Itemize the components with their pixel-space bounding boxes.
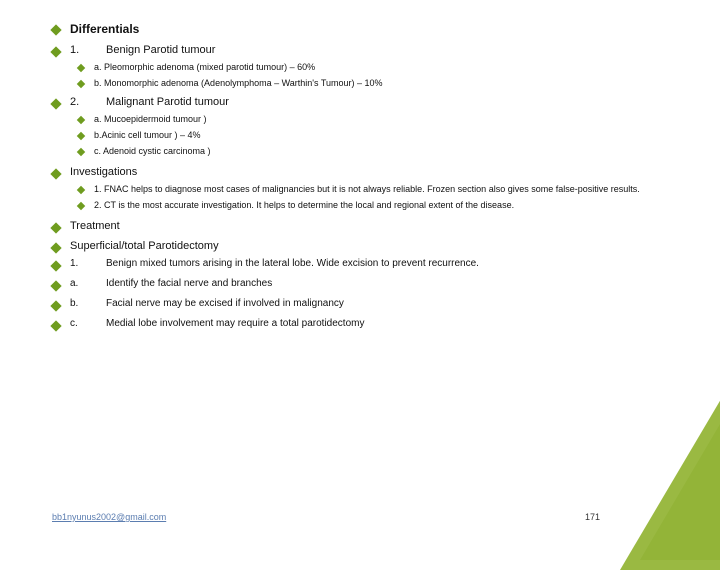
- diamond-bullet-icon: [77, 132, 85, 140]
- diamond-bullet-icon: [50, 320, 61, 331]
- line-number: c.: [70, 318, 102, 329]
- line-number: 1.: [70, 258, 102, 269]
- heading-treatment: Treatment: [52, 220, 690, 232]
- subitem-text: 1. FNAC helps to diagnose most cases of …: [94, 184, 640, 194]
- item-number: 1.: [70, 44, 102, 56]
- subitem: 1. FNAC helps to diagnose most cases of …: [78, 184, 690, 194]
- subitem-text: c. Adenoid cystic carcinoma ): [94, 146, 211, 156]
- subitem-text: a. Mucoepidermoid tumour ): [94, 114, 207, 124]
- subitem-text: a. Pleomorphic adenoma (mixed parotid tu…: [94, 62, 315, 72]
- line-text: Identify the facial nerve and branches: [106, 278, 272, 289]
- heading-text: Treatment: [70, 220, 120, 232]
- line-text: Benign mixed tumors arising in the later…: [106, 258, 479, 269]
- subitem-text: 2. CT is the most accurate investigation…: [94, 200, 514, 210]
- subitem: a. Mucoepidermoid tumour ): [78, 114, 690, 124]
- diamond-bullet-icon: [77, 80, 85, 88]
- subitem: b.Acinic cell tumour ) – 4%: [78, 130, 690, 140]
- item-label: Malignant Parotid tumour: [106, 96, 229, 108]
- diamond-bullet-icon: [77, 64, 85, 72]
- tx-line: c. Medial lobe involvement may require a…: [52, 318, 690, 330]
- subitem: b. Monomorphic adenoma (Adenolymphoma – …: [78, 78, 690, 88]
- subitem: a. Pleomorphic adenoma (mixed parotid tu…: [78, 62, 690, 72]
- heading-investigations: Investigations: [52, 166, 690, 178]
- line-number: a.: [70, 278, 102, 289]
- diamond-bullet-icon: [50, 24, 61, 35]
- footer-email[interactable]: bb1nyunus2002@gmail.com: [52, 512, 166, 522]
- heading-text: Superficial/total Parotidectomy: [70, 240, 219, 252]
- item-malignant: 2. Malignant Parotid tumour: [52, 96, 690, 108]
- heading-text: Investigations: [70, 166, 137, 178]
- tx-line: 1. Benign mixed tumors arising in the la…: [52, 258, 690, 270]
- item-number: 2.: [70, 96, 102, 108]
- subitem: 2. CT is the most accurate investigation…: [78, 200, 690, 210]
- line-number: b.: [70, 298, 102, 309]
- subitem-text: b.Acinic cell tumour ) – 4%: [94, 130, 201, 140]
- heading-text: Differentials: [70, 22, 139, 36]
- subitem-text: b. Monomorphic adenoma (Adenolymphoma – …: [94, 78, 383, 88]
- diamond-bullet-icon: [77, 202, 85, 210]
- tx-line: a. Identify the facial nerve and branche…: [52, 278, 690, 290]
- diamond-bullet-icon: [77, 148, 85, 156]
- tx-line: b. Facial nerve may be excised if involv…: [52, 298, 690, 310]
- footer: bb1nyunus2002@gmail.com 171: [52, 512, 660, 522]
- page-number: 171: [585, 512, 600, 522]
- line-text: Facial nerve may be excised if involved …: [106, 298, 344, 309]
- diamond-bullet-icon: [77, 186, 85, 194]
- subitem: c. Adenoid cystic carcinoma ): [78, 146, 690, 156]
- heading-differentials: Differentials: [52, 22, 690, 36]
- line-text: Medial lobe involvement may require a to…: [106, 318, 364, 329]
- heading-parotidectomy: Superficial/total Parotidectomy: [52, 240, 690, 252]
- diamond-bullet-icon: [77, 116, 85, 124]
- item-benign: 1. Benign Parotid tumour: [52, 44, 690, 56]
- item-label: Benign Parotid tumour: [106, 44, 215, 56]
- slide-content: Differentials 1. Benign Parotid tumour a…: [52, 22, 690, 510]
